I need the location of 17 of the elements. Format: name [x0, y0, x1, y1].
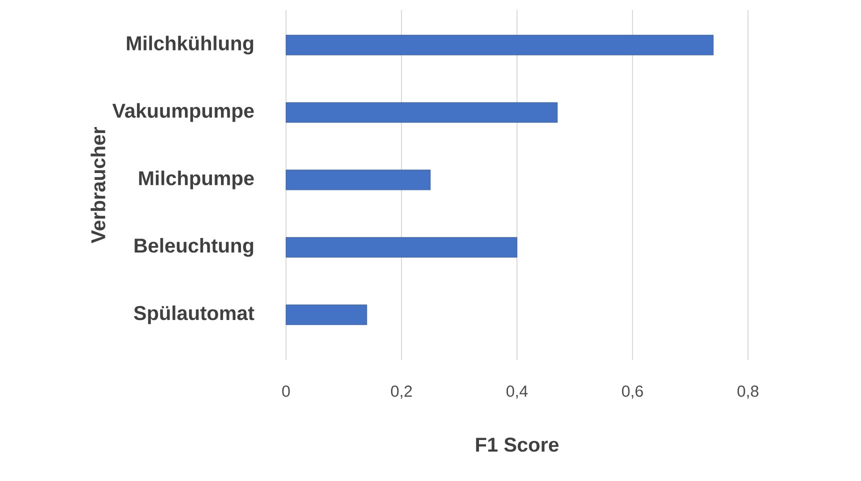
y-tick-label: Spülautomat: [134, 305, 254, 324]
bar: [286, 34, 714, 56]
x-tick-label: 0: [282, 386, 290, 397]
x-tick-label: 0,8: [738, 386, 758, 399]
x-tick-label: 0,4: [506, 386, 528, 399]
y-tick-label: Milchpumpe: [139, 170, 254, 190]
bar: [286, 304, 368, 326]
bar: [286, 170, 431, 190]
x-tick-label: 0,2: [391, 386, 412, 399]
bar: [286, 237, 518, 258]
x-axis-title: F1 Score: [476, 438, 559, 452]
y-axis-title: Verbraucher: [90, 126, 106, 244]
y-tick-label: Milchkühlung: [126, 36, 254, 54]
y-tick-label: Beleuchtung: [134, 238, 254, 257]
x-tick-label: 0,6: [622, 386, 643, 399]
bar: [286, 102, 558, 123]
y-tick-label: Vakuumpumpe: [112, 103, 254, 122]
